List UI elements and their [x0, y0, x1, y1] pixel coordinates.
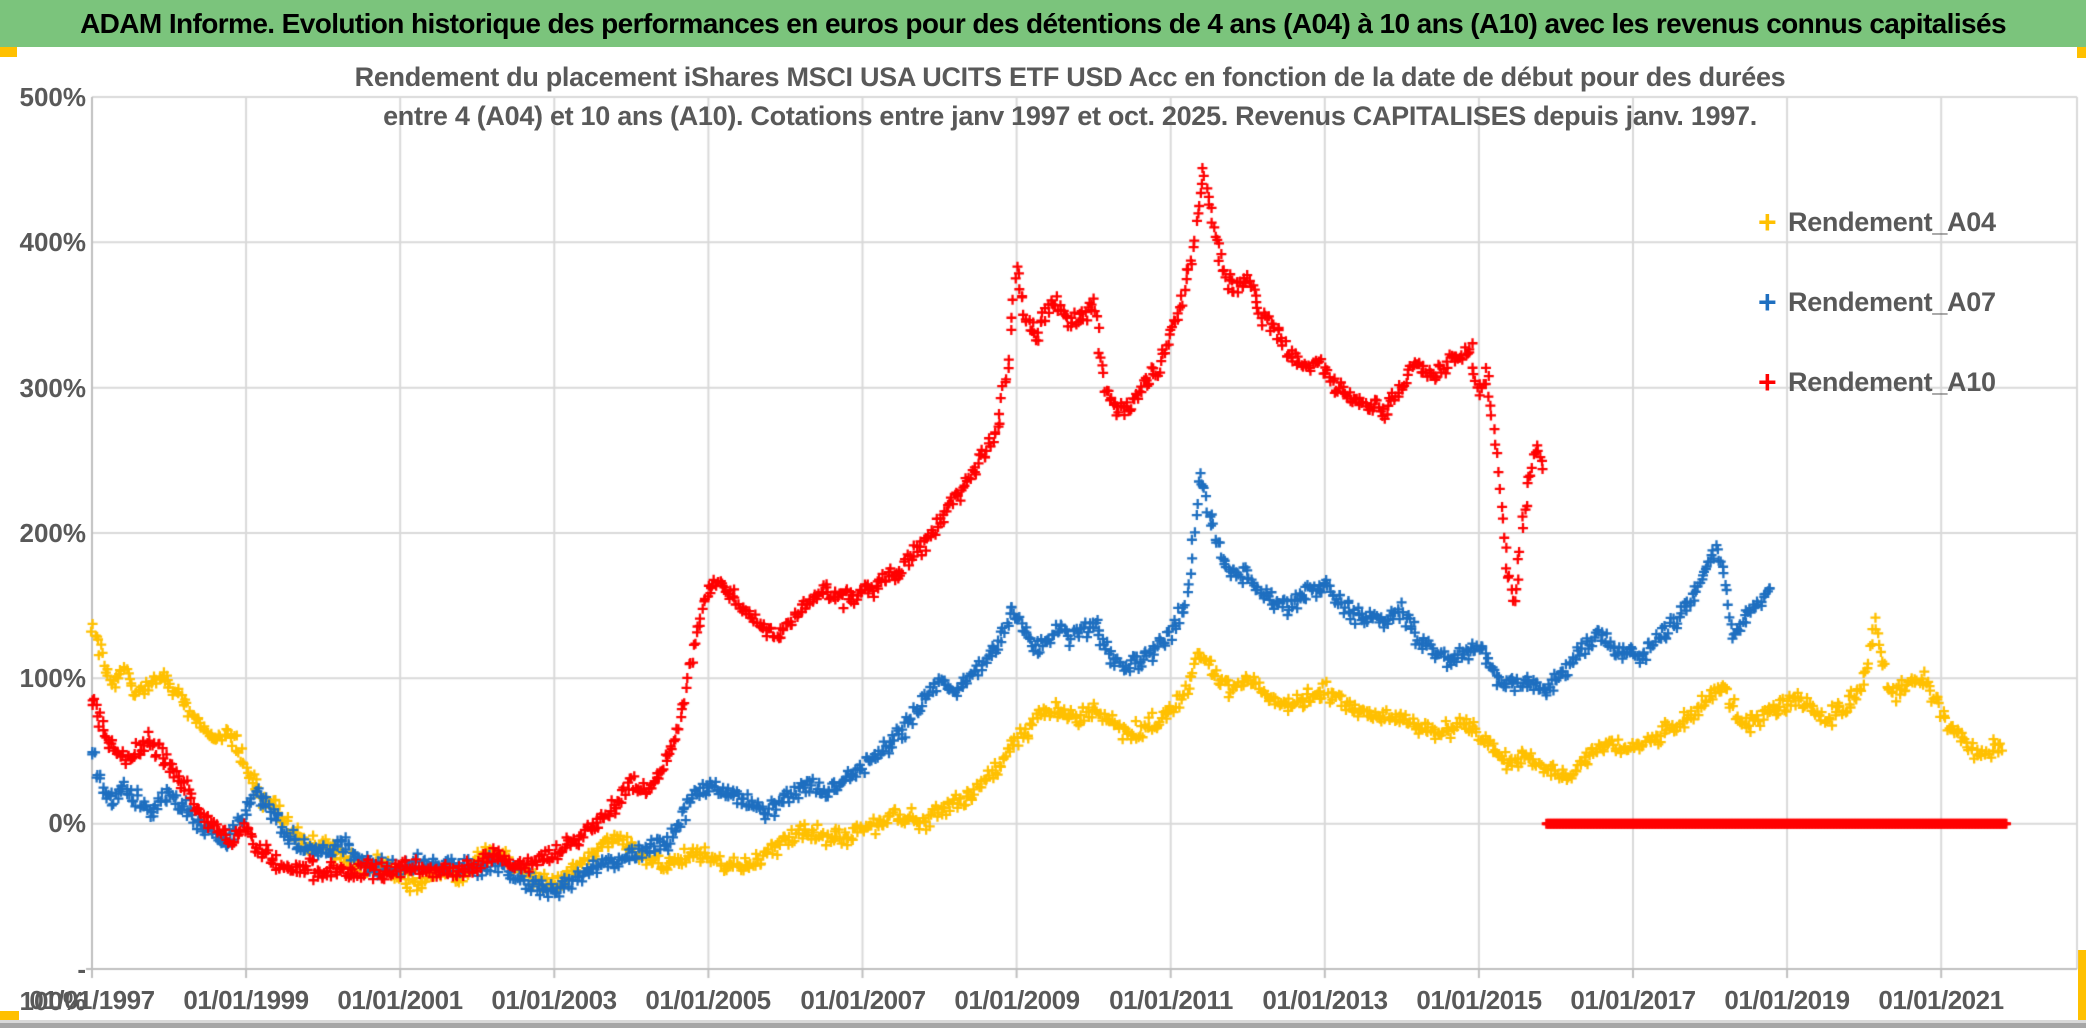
y-axis-label: 200% — [19, 518, 87, 548]
x-axis-label: 01/01/2021 — [1878, 985, 2004, 1015]
x-axis-label: 01/01/2011 — [1109, 985, 1233, 1015]
chart-legend: + Rendement_A04 + Rendement_A07 + Rendem… — [1758, 200, 1996, 440]
legend-label: Rendement_A10 — [1788, 366, 1996, 397]
x-axis-label: 01/01/2009 — [954, 985, 1080, 1015]
chart-title-line1: Rendement du placement iShares MSCI USA … — [354, 62, 1786, 92]
legend-label: Rendement_A04 — [1788, 206, 1996, 237]
x-axis-label: 01/01/2017 — [1570, 985, 1696, 1015]
y-axis-label: 100% — [19, 663, 87, 693]
x-axis-label: 01/01/2015 — [1416, 985, 1542, 1015]
legend-item-rendement-a10[interactable]: + Rendement_A10 — [1758, 360, 1996, 404]
legend-item-rendement-a07[interactable]: + Rendement_A07 — [1758, 280, 1996, 324]
bottom-edge-light — [0, 1020, 2086, 1023]
x-axis-label: 01/01/2019 — [1724, 985, 1850, 1015]
legend-label: Rendement_A07 — [1788, 286, 1996, 317]
plus-marker-icon: + — [1758, 284, 1777, 320]
chart-title-line2: entre 4 (A04) et 10 ans (A10). Cotations… — [383, 101, 1757, 131]
x-axis-label: 01/01/2001 — [337, 985, 463, 1015]
plus-marker-icon: + — [1758, 364, 1777, 400]
x-axis-label: 01/01/2003 — [491, 985, 617, 1015]
y-axis-label: 300% — [19, 373, 87, 403]
y-axis-label: 500% — [19, 82, 87, 112]
y-axis-label: 400% — [19, 227, 87, 257]
plus-marker-icon: + — [1758, 204, 1777, 240]
legend-item-rendement-a04[interactable]: + Rendement_A04 — [1758, 200, 1996, 244]
chart-title: Rendement du placement iShares MSCI USA … — [270, 58, 1870, 136]
y-axis-label: - 100% — [19, 954, 87, 1016]
x-axis-label: 01/01/1999 — [183, 985, 309, 1015]
x-axis-label: 01/01/1997 — [29, 985, 155, 1015]
x-axis-label: 01/01/2005 — [645, 985, 771, 1015]
bottom-edge-bar — [0, 1023, 2086, 1028]
x-axis-label: 01/01/2013 — [1262, 985, 1388, 1015]
x-axis-label: 01/01/2007 — [800, 985, 926, 1015]
y-axis-label: 0% — [48, 808, 86, 838]
